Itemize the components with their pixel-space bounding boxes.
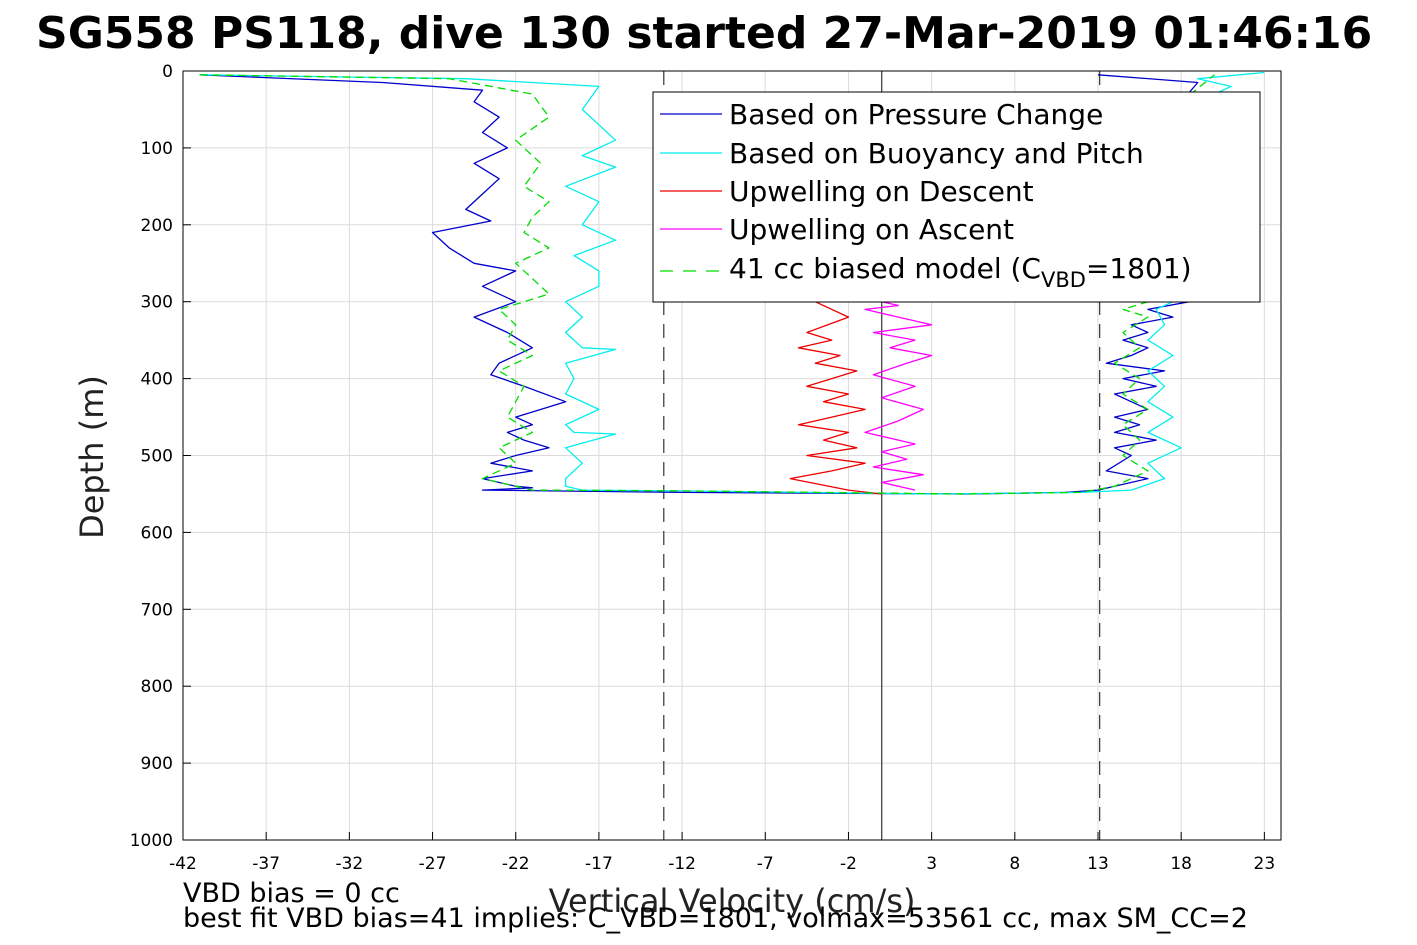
chart-title: SG558 PS118, dive 130 started 27-Mar-201… (36, 8, 1372, 59)
legend-label-descent: Upwelling on Descent (729, 175, 1034, 208)
x-tick-label: -17 (585, 854, 613, 874)
x-tick-label: 13 (1087, 854, 1109, 874)
x-tick-label: 23 (1254, 854, 1276, 874)
legend: Based on Pressure Change Based on Buoyan… (652, 91, 1261, 303)
y-tick-label: 800 (141, 677, 173, 697)
best-fit-note: best fit VBD bias=41 implies: C_VBD=1801… (183, 903, 1248, 934)
x-tick-label: 18 (1170, 854, 1192, 874)
y-tick-label: 0 (162, 62, 173, 82)
legend-label-model: 41 cc biased model (CVBD=1801) (729, 252, 1192, 292)
x-tick-label: -22 (502, 854, 530, 874)
y-tick-label: 500 (141, 447, 173, 467)
x-tick-label: -37 (252, 854, 280, 874)
legend-label-ascent: Upwelling on Ascent (729, 213, 1014, 246)
legend-model-post: =1801) (1086, 252, 1192, 285)
y-tick-label: 300 (141, 293, 173, 313)
x-tick-label: -32 (335, 854, 363, 874)
x-tick-label: -42 (169, 854, 197, 874)
x-tick-label: 3 (926, 854, 937, 874)
y-tick-label: 600 (141, 523, 173, 543)
x-tick-label: -7 (757, 854, 774, 874)
series-line-3 (864, 301, 933, 491)
legend-model-pre: 41 cc biased model (C (729, 252, 1041, 285)
x-tick-label: -12 (668, 854, 696, 874)
x-tick-label: 8 (1009, 854, 1020, 874)
x-axis-label: Vertical Velocity (cm/s) (549, 882, 916, 920)
legend-label-buoyancy: Based on Buoyancy and Pitch (729, 137, 1144, 170)
y-axis-label: Depth (m) (73, 375, 111, 539)
legend-label-pressure: Based on Pressure Change (729, 98, 1103, 131)
x-tick-label: -27 (419, 854, 447, 874)
series-line-1 (199, 71, 1265, 495)
y-tick-label: 400 (141, 370, 173, 390)
y-tick-label: 900 (141, 754, 173, 774)
legend-model-sub: VBD (1041, 268, 1086, 292)
y-tick-label: 1000 (130, 831, 173, 851)
y-tick-label: 100 (141, 139, 173, 159)
legend-box (652, 91, 1261, 303)
y-tick-label: 200 (141, 216, 173, 236)
x-tick-label: -2 (840, 854, 857, 874)
x-axis-ticks: -42 -37 -32 -27 -22 -17 -12 -7 -2 3 8 13 18 23 (169, 832, 1275, 874)
y-axis-ticks: 0 100 200 300 400 500 600 700 800 900 1000 (130, 62, 191, 851)
series-line-4 (199, 74, 1215, 495)
data-series (199, 71, 1265, 495)
vbd-bias-note: VBD bias = 0 cc (183, 878, 400, 909)
y-tick-label: 700 (141, 600, 173, 620)
series-line-2 (789, 301, 882, 495)
